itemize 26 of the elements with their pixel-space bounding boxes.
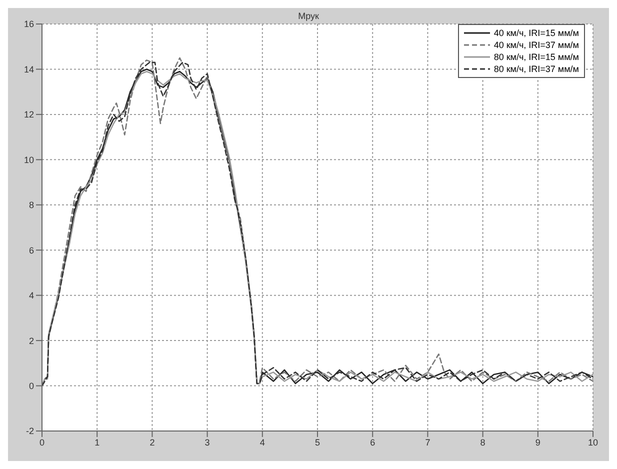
y-tick-label: 4: [28, 290, 34, 301]
chart-title: Мрук: [298, 11, 319, 21]
x-tick-label: 7: [425, 437, 430, 448]
x-tick-label: 10: [588, 437, 598, 448]
y-tick-label: 2: [28, 336, 34, 346]
y-tick-label: 16: [24, 19, 34, 30]
x-tick-label: 0: [39, 437, 45, 448]
x-tick-label: 5: [314, 437, 320, 448]
x-tick-label: 4: [260, 437, 265, 448]
legend-label: 40 км/ч, IRI=37 мм/м: [494, 39, 579, 51]
y-tick-label: 8: [28, 200, 34, 210]
x-tick-label: 8: [480, 437, 486, 448]
x-tick-label: 9: [535, 437, 540, 448]
x-tick-label: 2: [150, 437, 155, 448]
legend-label: 80 км/ч, IRI=15 мм/м: [494, 51, 579, 63]
legend-label: 40 км/ч, IRI=15 мм/м: [494, 27, 579, 39]
y-tick-label: 14: [24, 64, 34, 74]
y-tick-label: 12: [24, 110, 34, 120]
x-tick-label: 3: [204, 437, 210, 448]
x-tick-label: 6: [370, 437, 376, 448]
y-tick-label: 10: [24, 154, 34, 165]
legend-label: 80 км/ч, IRI=37 мм/м: [494, 63, 579, 75]
y-tick-label: 0: [28, 380, 34, 391]
y-tick-label: 6: [28, 245, 34, 256]
x-tick-label: 1: [94, 437, 100, 448]
y-tick-label: -2: [26, 426, 34, 436]
